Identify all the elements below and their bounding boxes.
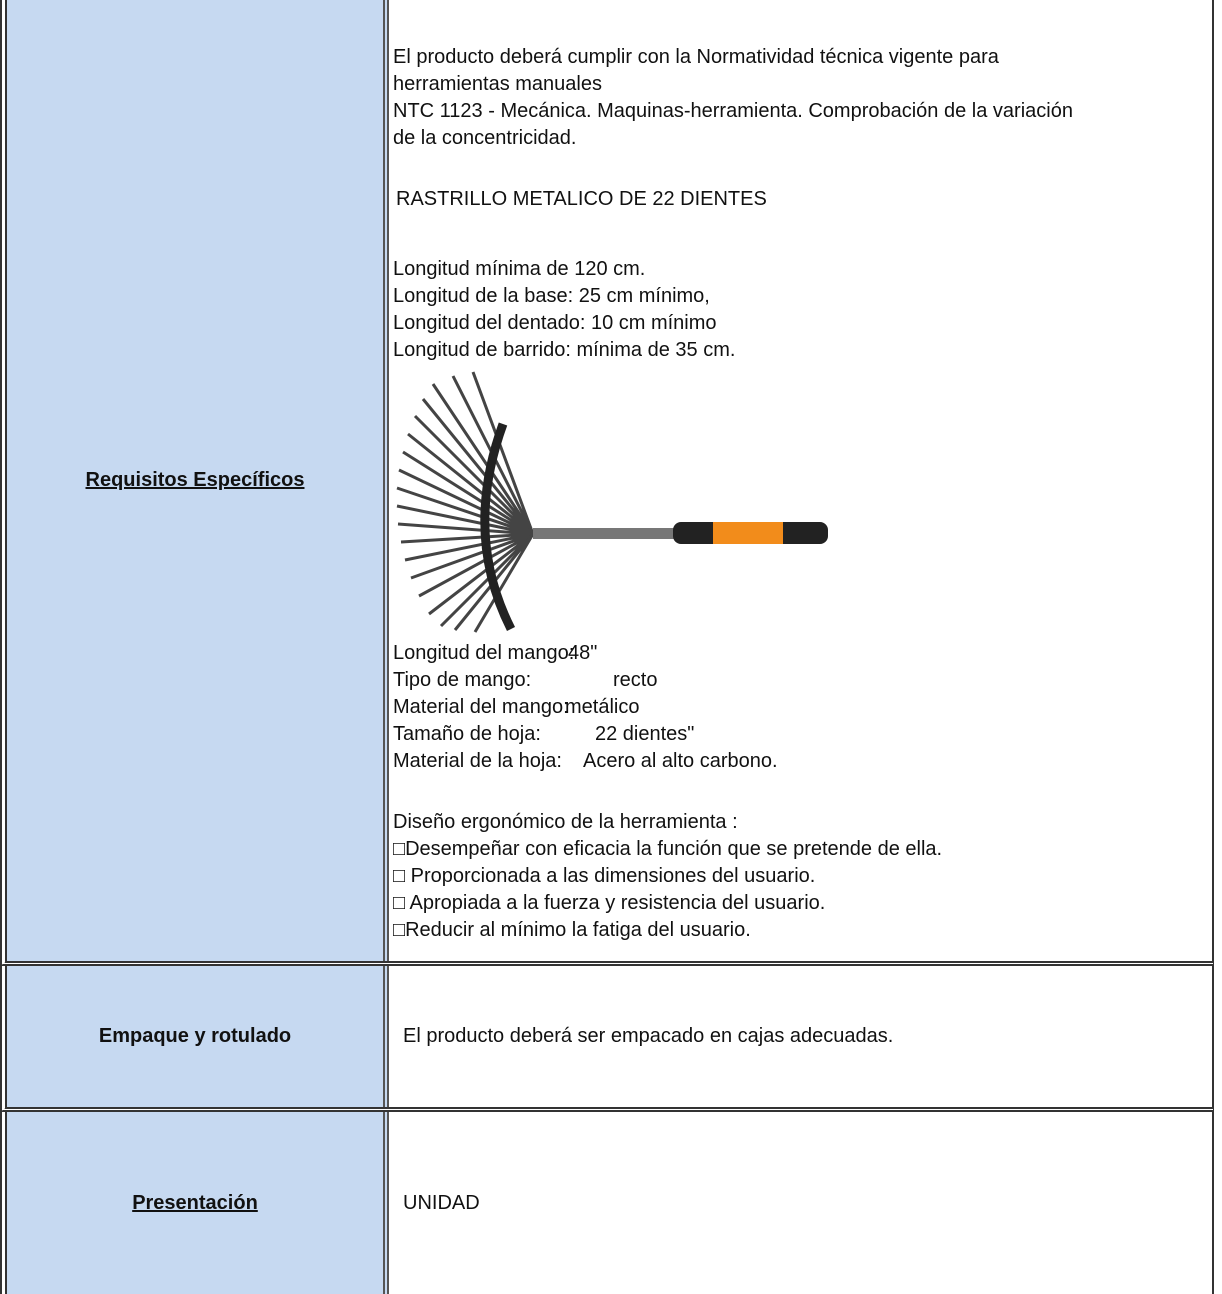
row-text: El producto deberá ser empacado en cajas… [403, 1025, 894, 1047]
spec-line: Longitud del mango: 48" [393, 640, 1212, 667]
ergonomics-item: □Desempeñar con eficacia la función que … [393, 838, 943, 860]
ergonomics-item: □ Proporcionada a las dimensiones del us… [393, 865, 816, 887]
dimension-line: Longitud de barrido: mínima de 35 cm. [393, 339, 736, 361]
intro-line: El producto deberá cumplir con la Normat… [393, 46, 999, 68]
row-label: Requisitos Específicos [7, 0, 389, 961]
spec-line: Material de la hoja: Acero al alto carbon… [393, 748, 1212, 775]
spec-name: Material de la hoja: [393, 750, 562, 772]
spec-line: Tipo de mango: recto [393, 667, 1212, 694]
spec-value: metálico [565, 696, 640, 718]
ergonomics-title: Diseño ergonómico de la herramienta : [393, 811, 738, 833]
spec-value: recto [613, 669, 658, 691]
spec-line: Tamaño de hoja: 22 dientes" [393, 721, 1212, 748]
row-content: UNIDAD [393, 1112, 1212, 1294]
label-text: Presentación [132, 1191, 258, 1214]
product-name: RASTRILLO METALICO DE 22 DIENTES [396, 188, 767, 210]
spec-line: Material del mango: metálico [393, 694, 1212, 721]
intro-line: de la concentricidad. [393, 127, 577, 149]
row-content: El producto deberá ser empacado en cajas… [393, 966, 1212, 1107]
row-content: El producto deberá cumplir con la Normat… [393, 0, 1212, 961]
row-label: Empaque y rotulado [7, 966, 389, 1107]
spec-name: Material del mango: [393, 696, 569, 718]
dimension-line: Longitud mínima de 120 cm. [393, 258, 646, 280]
dimension-line: Longitud del dentado: 10 cm mínimo [393, 312, 717, 334]
label-text: Empaque y rotulado [98, 1025, 292, 1047]
ergonomics-item: □ Apropiada a la fuerza y resistencia de… [393, 892, 826, 914]
row: Presentación UNIDAD [0, 1112, 1214, 1294]
rake-image [396, 371, 828, 633]
spec-value: 48" [568, 642, 598, 664]
row-label: Presentación [7, 1112, 389, 1294]
intro-line: herramientas manuales [393, 73, 602, 95]
spec-name: Longitud del mango: [393, 642, 575, 664]
label-text: Requisitos Específicos [85, 469, 305, 491]
spec-name: Tipo de mango: [393, 669, 532, 691]
spec-value: 22 dientes" [595, 723, 695, 745]
ergonomics-item: □Reducir al mínimo la fatiga del usuario… [393, 919, 751, 941]
intro-line: NTC 1123 - Mecánica. Maquinas-herramient… [393, 100, 1073, 122]
row: Empaque y rotulado El producto deberá se… [0, 966, 1214, 1112]
row: Requisitos Específicos El producto deber… [0, 0, 1214, 966]
spec-name: Tamaño de hoja: [393, 723, 541, 745]
spec-value: Acero al alto carbono. [583, 750, 778, 772]
row-text: UNIDAD [403, 1191, 480, 1214]
dimension-line: Longitud de la base: 25 cm mínimo, [393, 285, 710, 307]
